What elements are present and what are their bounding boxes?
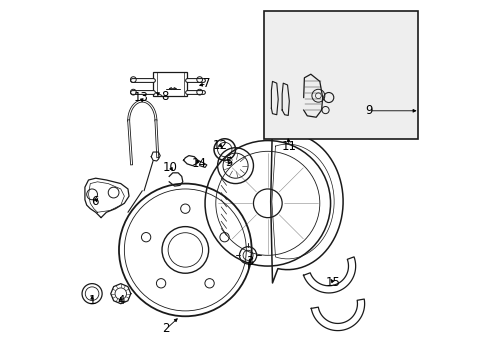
Text: 1: 1 [88, 294, 96, 307]
Text: 15: 15 [325, 276, 340, 289]
Text: 14: 14 [191, 157, 206, 170]
Text: 6: 6 [91, 195, 99, 208]
Text: 4: 4 [117, 294, 124, 307]
Text: 3: 3 [245, 255, 253, 268]
Text: 11: 11 [281, 140, 296, 153]
Text: 10: 10 [163, 161, 177, 174]
Text: 2: 2 [162, 322, 170, 335]
Text: 13: 13 [134, 91, 149, 104]
Bar [264, 12, 418, 139]
Text: 9: 9 [365, 104, 372, 117]
Text: 8: 8 [161, 90, 168, 103]
Text: 5: 5 [224, 156, 232, 169]
Bar [153, 72, 187, 96]
Text: 12: 12 [212, 139, 227, 152]
Text: 7: 7 [203, 77, 210, 90]
